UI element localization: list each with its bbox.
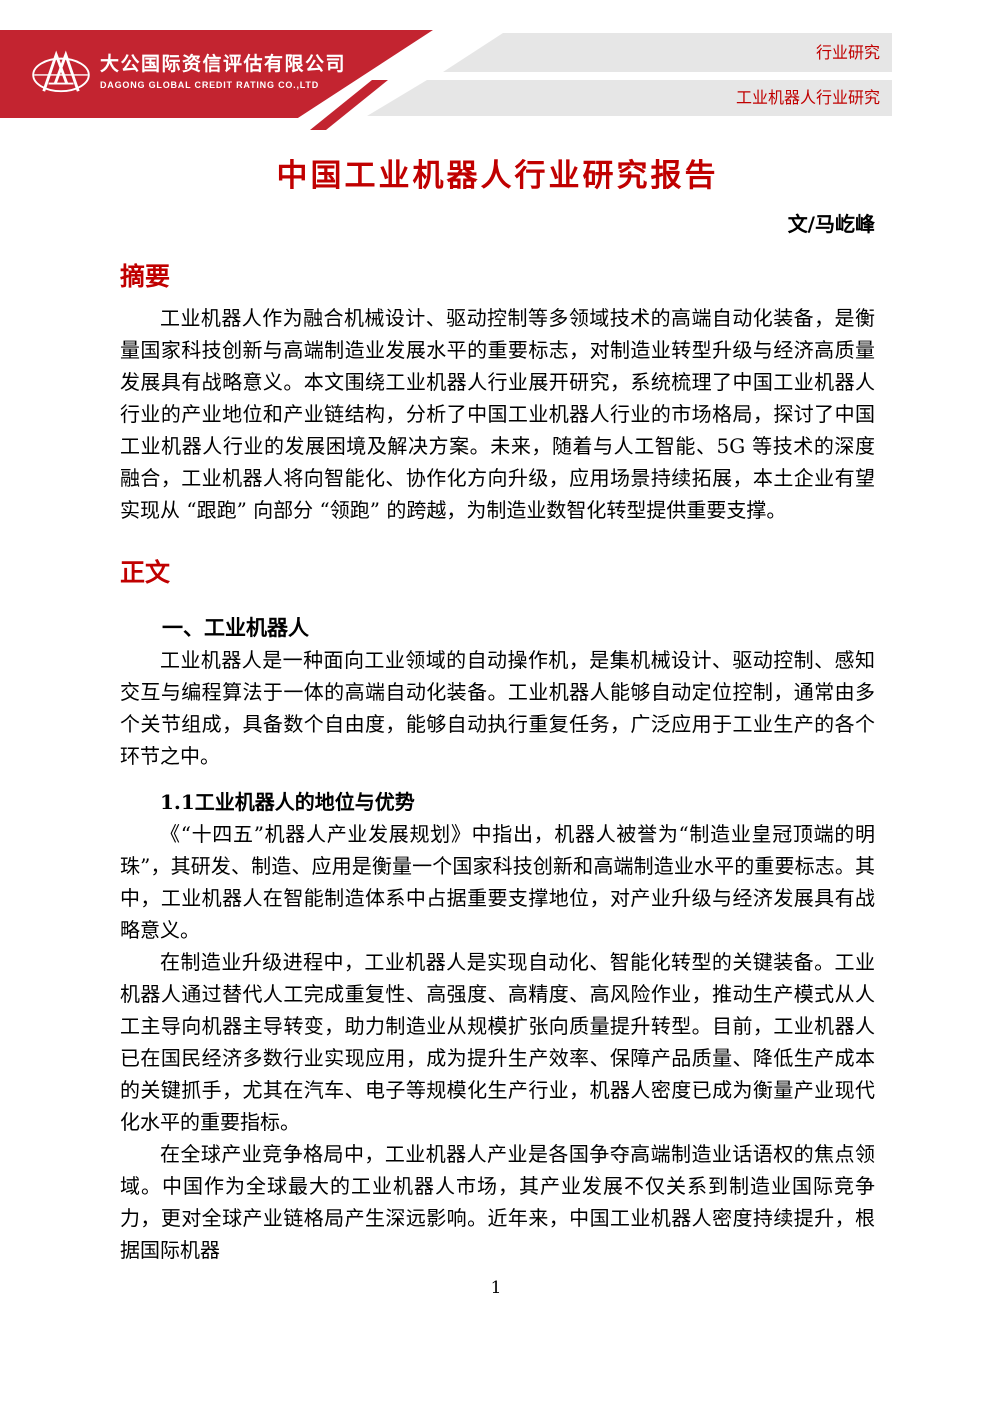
author-byline: 文/马屹峰 bbox=[787, 212, 875, 236]
document-body: 中国工业机器人行业研究报告 文/马屹峰 摘要 工业机器人作为融合机械设计、驱动控… bbox=[120, 118, 875, 1266]
company-logo: 大公国际资信评估有限公司 DAGONG GLOBAL CREDIT RATING… bbox=[30, 50, 346, 96]
report-subject-tag-label: 工业机器人行业研究 bbox=[735, 88, 880, 107]
section-1-paragraph-1: 工业机器人是一种面向工业领域的自动操作机，是集机械设计、驱动控制、感知交互与编程… bbox=[120, 648, 875, 768]
report-type-tag: 行业研究 bbox=[443, 33, 892, 72]
report-title: 中国工业机器人行业研究报告 bbox=[276, 158, 719, 193]
section-1-heading: 一、工业机器人 bbox=[162, 615, 309, 640]
section-1-1-paragraph-1: 《“十四五”机器人产业发展规划》中指出，机器人被誉为“制造业皇冠顶端的明珠”，其… bbox=[120, 822, 875, 942]
section-1-1-heading: 1.1工业机器人的地位与优势 bbox=[160, 790, 415, 814]
company-name-cn: 大公国际资信评估有限公司 bbox=[100, 54, 347, 75]
main-text-heading: 正文 bbox=[120, 559, 171, 587]
abstract-heading: 摘要 bbox=[120, 263, 171, 291]
page-number: 1 bbox=[490, 1278, 502, 1298]
company-name-en: DAGONG GLOBAL CREDIT RATING CO.,LTD bbox=[100, 80, 319, 90]
report-subject-tag: 工业机器人行业研究 bbox=[367, 80, 892, 116]
section-1-1-paragraph-3: 在全球产业竞争格局中，工业机器人产业是各国争夺高端制造业话语权的焦点领域。中国作… bbox=[120, 1142, 875, 1262]
abstract-paragraph: 工业机器人作为融合机械设计、驱动控制等多领域技术的高端自动化装备，是衡量国家科技… bbox=[120, 306, 875, 522]
section-1-1-paragraph-2: 在制造业升级进程中，工业机器人是实现自动化、智能化转型的关键装备。工业机器人通过… bbox=[120, 950, 875, 1134]
report-type-tag-label: 行业研究 bbox=[815, 43, 880, 62]
company-logo-text: 大公国际资信评估有限公司 DAGONG GLOBAL CREDIT RATING… bbox=[100, 50, 346, 91]
page-header: 行业研究 工业机器人行业研究 大公国际资信评估有限公司 DAGONG GLOBA… bbox=[0, 0, 992, 140]
globe-double-a-icon bbox=[32, 50, 90, 93]
